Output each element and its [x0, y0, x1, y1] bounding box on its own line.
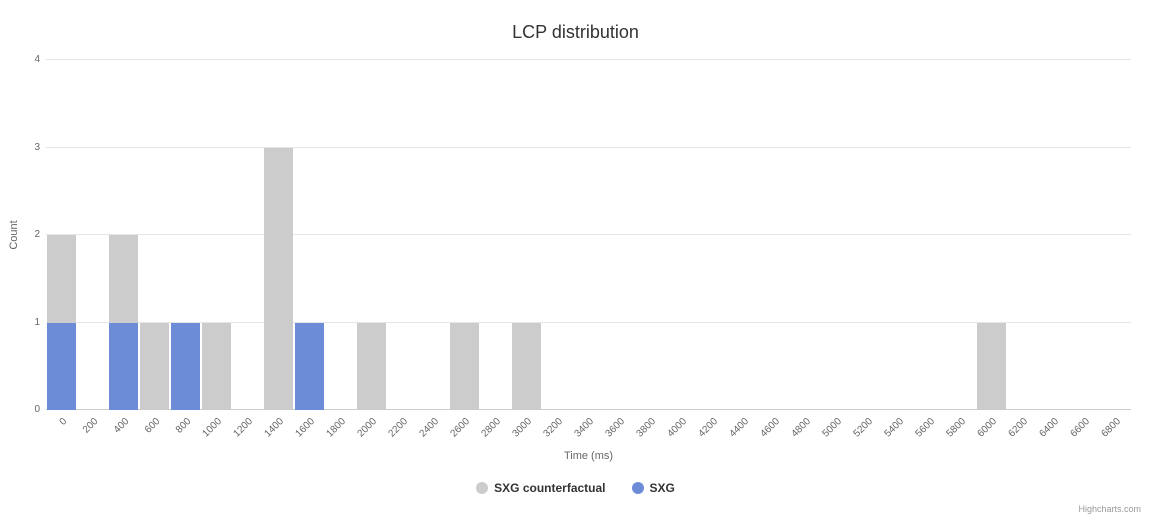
x-tick-label: 2000: [355, 416, 380, 440]
y-gridline: [46, 146, 1131, 148]
plot-area: [46, 59, 1131, 410]
x-tick-label: 6200: [1006, 416, 1031, 440]
y-gridline: [46, 321, 1131, 323]
x-tick-label: 3000: [510, 416, 535, 440]
x-tick-label: 2200: [386, 416, 411, 440]
bar-sxg-counterfactual[interactable]: [977, 322, 1006, 410]
x-tick-label: 4600: [758, 416, 783, 440]
x-tick-label: 5800: [944, 416, 969, 440]
legend-label: SXG: [649, 481, 675, 495]
bar-sxg[interactable]: [47, 322, 76, 410]
bar-sxg-counterfactual[interactable]: [512, 322, 541, 410]
x-tick-label: 4800: [789, 416, 814, 440]
x-axis-title: Time (ms): [563, 450, 614, 462]
legend-item-sxg[interactable]: SXG: [631, 481, 675, 495]
y-tick-label: 2: [34, 229, 40, 240]
x-tick-label: 2800: [479, 416, 504, 440]
x-tick-label: 5400: [882, 416, 907, 440]
bar-sxg[interactable]: [171, 322, 200, 410]
bar-sxg-counterfactual[interactable]: [264, 147, 293, 410]
x-tick-label: 2600: [448, 416, 473, 440]
x-tick-label: 1200: [231, 416, 256, 440]
y-tick-label: 4: [34, 54, 40, 65]
bar-sxg-counterfactual[interactable]: [140, 322, 169, 410]
x-tick-label: 3200: [541, 416, 566, 440]
y-gridline: [46, 234, 1131, 235]
x-tick-label: 1800: [324, 416, 349, 440]
x-tick-label: 3400: [572, 416, 597, 440]
legend-label: SXG counterfactual: [494, 481, 606, 495]
chart-title: LCP distribution: [512, 22, 639, 42]
x-tick-label: 2400: [417, 416, 442, 440]
legend-symbol: [476, 482, 489, 494]
legend: SXG counterfactual SXG: [0, 481, 1151, 495]
x-tick-label: 5600: [913, 416, 938, 440]
x-tick-label: 3800: [634, 416, 659, 440]
bar-sxg-counterfactual[interactable]: [450, 322, 479, 410]
bar-sxg[interactable]: [295, 322, 324, 410]
y-tick-label: 0: [34, 404, 40, 415]
x-tick-label: 3600: [603, 416, 628, 440]
highcharts-credits-link[interactable]: Highcharts.com: [1078, 504, 1141, 514]
x-tick-label: 6800: [1099, 416, 1124, 440]
x-tick-label: 1000: [200, 416, 225, 440]
x-tick-label: 400: [111, 416, 132, 436]
legend-item-sxg-counterfactual[interactable]: SXG counterfactual: [476, 481, 606, 495]
x-tick-label: 4400: [727, 416, 752, 440]
x-tick-label: 0: [57, 416, 70, 428]
x-tick-label: 6600: [1068, 416, 1093, 440]
x-axis-line: [46, 409, 1131, 410]
legend-symbol: [631, 482, 644, 494]
y-gridline: [46, 59, 1131, 60]
bar-sxg[interactable]: [109, 322, 138, 410]
x-tick-label: 600: [142, 416, 163, 436]
x-tick-label: 800: [173, 416, 194, 436]
y-tick-label: 3: [34, 141, 40, 153]
x-tick-label: 4200: [696, 416, 721, 440]
x-tick-label: 1600: [293, 416, 318, 440]
x-tick-label: 4000: [665, 416, 690, 440]
x-tick-label: 200: [80, 416, 101, 436]
x-tick-label: 6000: [975, 416, 1000, 440]
x-tick-label: 6400: [1037, 416, 1062, 440]
x-tick-label: 5200: [851, 416, 876, 440]
y-tick-label: 1: [34, 316, 40, 328]
x-tick-label: 1400: [262, 416, 287, 440]
bar-sxg-counterfactual[interactable]: [202, 322, 231, 410]
x-tick-label: 5000: [820, 416, 845, 440]
bar-sxg-counterfactual[interactable]: [357, 322, 386, 410]
